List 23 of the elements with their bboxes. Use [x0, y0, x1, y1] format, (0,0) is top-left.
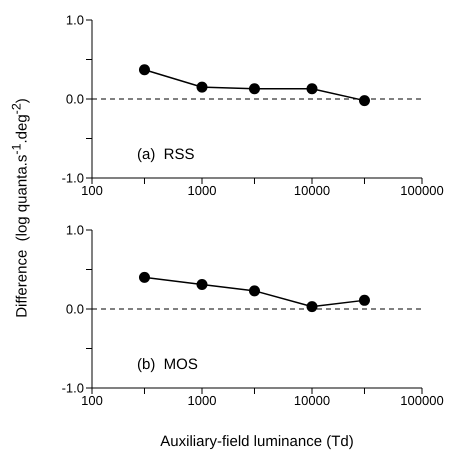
- y-tick-label: 0.0: [66, 92, 84, 107]
- x-tick-label: 1000: [188, 393, 216, 408]
- x-axis-title: Auxiliary-field luminance (Td): [160, 433, 354, 450]
- y-tick-label: 0.0: [66, 302, 84, 317]
- point: [248, 285, 260, 296]
- x-tick-label: 10000: [294, 393, 330, 408]
- y-tick-label: 1.0: [66, 222, 84, 238]
- point: [358, 95, 370, 106]
- x-tick-label: 1000: [188, 183, 216, 198]
- y-tick-label: -1.0: [62, 380, 84, 396]
- y-tick-label: -1.0: [62, 170, 84, 186]
- x-tick-label: 100: [81, 393, 103, 408]
- point: [138, 64, 150, 76]
- x-tick-label: 100000: [400, 183, 444, 198]
- point: [358, 294, 370, 306]
- point: [248, 83, 260, 94]
- x-tick-label: 10000: [294, 183, 330, 198]
- annotation: (b) MOS: [137, 356, 198, 373]
- x-tick-label: 100000: [400, 393, 444, 408]
- point: [138, 272, 150, 283]
- annotation: (a) RSS: [137, 146, 195, 163]
- y-tick-label: 1.0: [66, 12, 84, 28]
- x-tick-label: 100: [81, 183, 103, 198]
